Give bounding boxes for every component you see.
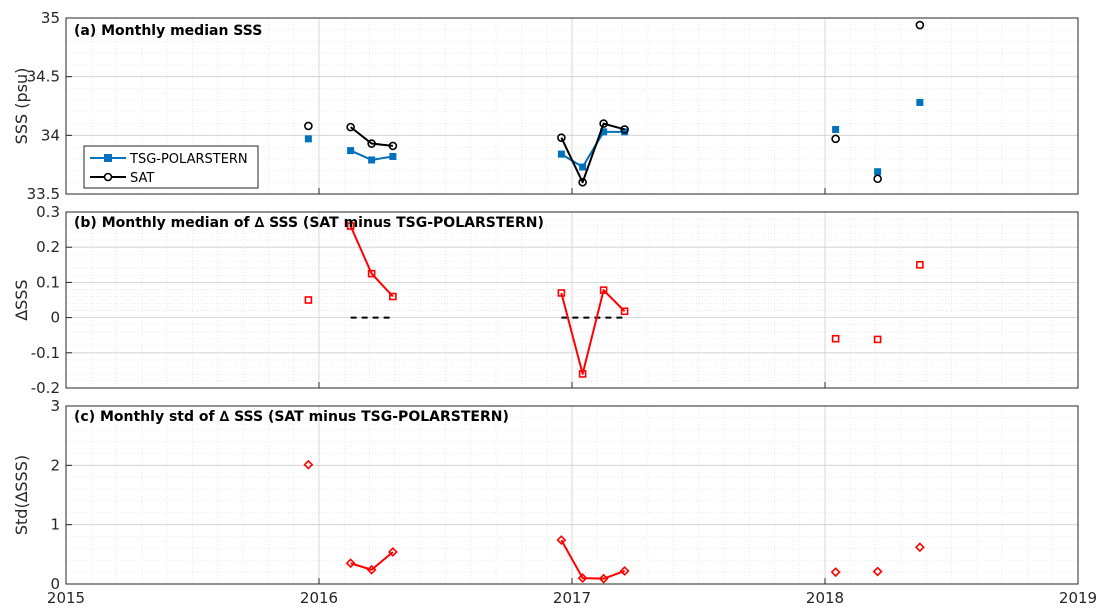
sat-line [350, 126, 393, 147]
y-tick-label: 34.5 [27, 68, 60, 86]
y-tick-label: 0 [50, 309, 60, 327]
tsg-polarstern-point [304, 135, 312, 143]
legend-label-tsg: TSG-POLARSTERN [129, 152, 248, 167]
sat-point [620, 125, 629, 134]
series-0-point [577, 573, 588, 583]
series-0-point [872, 566, 883, 577]
xticks-a [65, 188, 1079, 194]
y-tick-label: 33.5 [27, 185, 60, 203]
tsg-polarstern-point [347, 147, 355, 155]
y-tick-label: -0.1 [31, 344, 60, 362]
series-0-line [350, 551, 394, 571]
x-tick-label: 2016 [300, 589, 338, 607]
series-0-line [560, 289, 626, 375]
x-tick-label: 2015 [47, 589, 85, 607]
panel-b: -0.2 -0.1 0 0.1 0.2 0.3 (b) Monthly median of… [12, 203, 1079, 397]
sat-point [578, 177, 587, 187]
sat-point [304, 121, 313, 131]
series-0-point [578, 370, 587, 378]
series-c [303, 459, 925, 584]
tsg-polarstern-point [874, 168, 882, 176]
sat-point [346, 122, 355, 132]
series-0-line [349, 225, 394, 298]
series-b [304, 222, 924, 378]
xticks-b [65, 382, 1079, 388]
sat-line [560, 122, 625, 184]
series-0-point [914, 542, 925, 553]
series-0-point [346, 222, 355, 230]
y-tick-label: 1 [50, 516, 60, 534]
series-0-point [916, 260, 924, 269]
series-0-point [599, 286, 608, 294]
series-0-point [304, 296, 313, 304]
yticks-a: 33.5 34 34.5 35 [27, 9, 72, 203]
x-tick-label: 2017 [553, 589, 591, 607]
tsg-polarstern-point [832, 125, 840, 133]
y-tick-label: 0.2 [36, 238, 60, 256]
panel-c: 0 1 2 3 2015 2016 2017 2018 2019 (c) Monthly st… [12, 397, 1097, 607]
x-tick-label: 2018 [806, 589, 844, 607]
x-tick-label: 2019 [1059, 589, 1097, 607]
legend-marker-sat [103, 172, 113, 182]
series-0-point [598, 573, 609, 584]
series-a [304, 20, 925, 187]
panel-a: 33.5 34 34.5 35 (a) Monthly median SSS SSS … [12, 9, 1079, 203]
legend-label-sat: SAT [130, 171, 154, 186]
y-tick-label: 2 [50, 456, 60, 474]
grid-b [66, 211, 1078, 389]
y-tick-label: 0 [50, 575, 60, 593]
series-0-point [366, 564, 377, 575]
xticks-c: 2015 2016 2017 2018 2019 [47, 578, 1097, 607]
legend-marker-tsg [104, 154, 112, 162]
tsg-polarstern-point [916, 98, 924, 106]
grid-a [66, 17, 1078, 195]
y-tick-label: -0.2 [31, 379, 60, 397]
sat-point [873, 174, 882, 184]
legend: TSG-POLARSTERN SAT [83, 145, 259, 189]
sat-point [599, 119, 608, 128]
y-tick-label: 3 [50, 397, 60, 415]
series-0-point [303, 459, 314, 470]
sat-point [915, 20, 925, 30]
panel-c-title: (c) Monthly std of ∆ SSS (SAT minus TSG-… [74, 409, 509, 425]
series-0-point [387, 547, 398, 557]
series-0-point [620, 307, 629, 316]
panel-b-title: (b) Monthly median of ∆ SSS (SAT minus T… [74, 215, 544, 231]
panel-c-ylabel: Std(∆SSS) [12, 455, 31, 535]
series-0-point [873, 335, 882, 344]
panel-a-title: (a) Monthly median SSS [74, 23, 262, 39]
series-0-line [560, 539, 625, 580]
yticks-b: -0.2 -0.1 0 0.1 0.2 0.3 [31, 203, 72, 397]
tsg-polarstern-point [557, 150, 565, 158]
series-0-point [367, 269, 376, 278]
panel-b-ylabel: ∆SSS [12, 279, 31, 321]
series-0-point [556, 535, 567, 546]
legend-box [83, 145, 259, 189]
series-0-point [619, 566, 630, 576]
sat-point [831, 134, 840, 144]
sat-point [557, 133, 566, 142]
y-tick-label: 34 [41, 126, 60, 144]
series-0-point [830, 567, 841, 578]
series-0-point [831, 334, 840, 343]
y-tick-label: 0.3 [36, 203, 60, 221]
yticks-c: 0 1 2 3 [50, 397, 72, 593]
sat-point [388, 141, 398, 151]
tsg-polarstern-point [389, 152, 397, 160]
y-tick-label: 35 [41, 9, 60, 27]
series-0-point [557, 289, 566, 297]
y-tick-label: 0.1 [36, 273, 60, 291]
tsg-polarstern-point [368, 156, 376, 164]
series-0-point [389, 292, 397, 301]
series-0-point [345, 558, 356, 569]
tsg-polarstern-point [579, 163, 587, 171]
panel-a-ylabel: SSS (psu) [12, 68, 31, 145]
sat-point [367, 139, 376, 148]
